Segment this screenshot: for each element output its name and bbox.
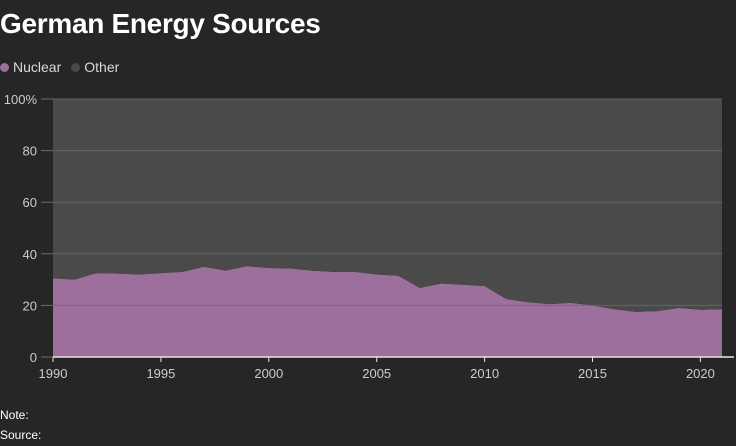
source-label: Source: bbox=[0, 428, 42, 442]
legend-item-other[interactable]: Other bbox=[71, 59, 119, 75]
x-tick-label-2010: 2010 bbox=[470, 366, 499, 381]
x-tick-label-2000: 2000 bbox=[254, 366, 283, 381]
axis-layer: 0 20 40 60 80 100% 1990 1995 2000 2005 2010 2015 202… bbox=[4, 92, 734, 381]
legend-swatch-other bbox=[71, 62, 81, 72]
legend-label-other: Other bbox=[84, 59, 120, 75]
plot-layer bbox=[53, 99, 722, 357]
grid-layer bbox=[53, 98, 722, 306]
chart-title: German Energy Sources bbox=[0, 8, 321, 39]
x-tick-label-1990: 1990 bbox=[39, 366, 68, 381]
y-tick-label-40: 40 bbox=[23, 247, 37, 262]
y-tick-label-80: 80 bbox=[23, 144, 37, 159]
x-tick-label-2015: 2015 bbox=[578, 366, 607, 381]
legend-label-nuclear: Nuclear bbox=[13, 59, 62, 75]
note-label: Note: bbox=[0, 408, 29, 422]
y-tick-label-0: 0 bbox=[30, 350, 37, 365]
area-series-other[interactable] bbox=[53, 99, 722, 312]
area-series-nuclear[interactable] bbox=[53, 266, 722, 357]
x-tick-label-2005: 2005 bbox=[362, 366, 391, 381]
x-tick-label-2020: 2020 bbox=[686, 366, 715, 381]
y-tick-label-100: 100% bbox=[4, 92, 38, 107]
legend-item-nuclear[interactable]: Nuclear bbox=[0, 59, 61, 75]
legend-swatch-nuclear bbox=[0, 62, 9, 72]
y-tick-label-20: 20 bbox=[23, 298, 37, 313]
y-tick-label-60: 60 bbox=[23, 195, 37, 210]
legend: Nuclear Other bbox=[0, 59, 129, 75]
x-tick-label-1995: 1995 bbox=[146, 366, 175, 381]
